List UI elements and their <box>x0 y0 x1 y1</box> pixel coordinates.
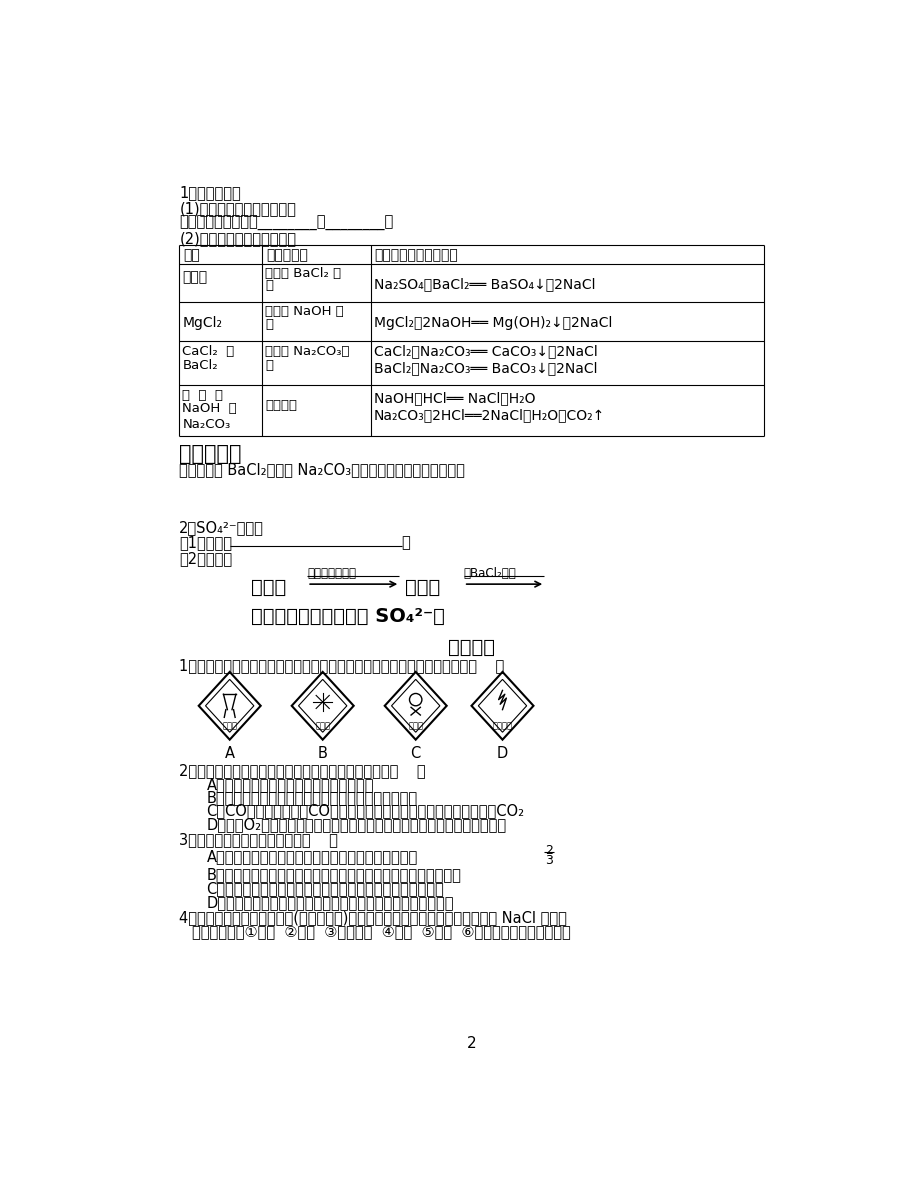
Text: 液: 液 <box>265 318 273 331</box>
Text: C．过滤时，为了加快过滤速率，可用玻璃棒在过滤器内搅拌: C．过滤时，为了加快过滤速率，可用玻璃棒在过滤器内搅拌 <box>206 881 444 897</box>
Text: 沉淀，证明原溶液中有 SO₄²⁻。: 沉淀，证明原溶液中有 SO₄²⁻。 <box>250 607 444 626</box>
Text: 2、SO₄²⁻的检验: 2、SO₄²⁻的检验 <box>179 520 264 535</box>
Text: 爆炸品: 爆炸品 <box>315 722 330 730</box>
Text: 液: 液 <box>265 360 273 373</box>
Text: D．在盛O₂的集气瓶中进行铁丝燃烧实验时，事先在集气瓶底铺上一层沙子: D．在盛O₂的集气瓶中进行铁丝燃烧实验时，事先在集气瓶底铺上一层沙子 <box>206 817 506 831</box>
Text: 剧毒品: 剧毒品 <box>408 722 423 730</box>
Text: MgCl₂: MgCl₂ <box>182 316 222 330</box>
Text: Na₂CO₃＋2HCl══2NaCl＋H₂O＋CO₂↑: Na₂CO₃＋2HCl══2NaCl＋H₂O＋CO₂↑ <box>373 409 605 423</box>
Text: 操作依次为：溶解、________、________。: 操作依次为：溶解、________、________。 <box>179 216 393 231</box>
Text: 2: 2 <box>466 1036 476 1052</box>
Text: （2）步骤：: （2）步骤： <box>179 551 233 566</box>
Text: 实验操作有：①称量  ②过滤  ③蒸发结晶  ④计算  ⑤溶解  ⑥干燥，其先后顺序正确的: 实验操作有：①称量 ②过滤 ③蒸发结晶 ④计算 ⑤溶解 ⑥干燥，其先后顺序正确的 <box>192 924 571 940</box>
Text: 加BaCl₂溶液: 加BaCl₂溶液 <box>463 567 516 580</box>
Text: 自我检测: 自我检测 <box>448 638 494 657</box>
Text: D．过滤时，若一次过滤后发现滤液仍浑浊，需再次过滤至澄清: D．过滤时，若一次过滤后发现滤液仍浑浊，需再次过滤至澄清 <box>206 896 453 910</box>
Text: A．点燃氢气前要检验纯度，以免发生爆炸: A．点燃氢气前要检验纯度，以免发生爆炸 <box>206 778 373 792</box>
Text: CaCl₂  或: CaCl₂ 或 <box>182 344 234 357</box>
Text: 发生反应的化学方程式: 发生反应的化学方程式 <box>374 249 458 262</box>
Text: B．蒸发的过程中，用酒精灯一直加热到全部固体析出，没有水分: B．蒸发的过程中，用酒精灯一直加热到全部固体析出，没有水分 <box>206 867 460 883</box>
Text: 2: 2 <box>544 843 552 856</box>
Text: A．给蒸发皿内所盛液体加热时，液体不超过其容积的: A．给蒸发皿内所盛液体加热时，液体不超过其容积的 <box>206 849 417 863</box>
Text: 思考与交流: 思考与交流 <box>179 444 242 464</box>
Text: 液: 液 <box>265 279 273 292</box>
Text: 滴加稀盐酸酸化: 滴加稀盐酸酸化 <box>307 567 356 580</box>
Text: 杂质: 杂质 <box>183 249 199 262</box>
Text: 过量的 Na₂CO₃溶: 过量的 Na₂CO₃溶 <box>265 344 349 357</box>
Text: 易燃液体: 易燃液体 <box>492 722 512 730</box>
Text: 腐蚀品: 腐蚀品 <box>222 722 237 730</box>
Text: 2．进行化学实验必须注意安全，下列说法不正确的是（    ）: 2．进行化学实验必须注意安全，下列说法不正确的是（ ） <box>179 762 425 778</box>
Text: 多  余  的: 多 余 的 <box>182 388 223 401</box>
Text: 适量盐酸: 适量盐酸 <box>265 399 297 412</box>
Text: 过量的 NaOH 溶: 过量的 NaOH 溶 <box>265 305 344 318</box>
Text: C．CO气体有毒，处理CO尾气的方法一般是将其点燃，转化成无毒的CO₂: C．CO气体有毒，处理CO尾气的方法一般是将其点燃，转化成无毒的CO₂ <box>206 804 524 818</box>
Text: BaCl₂＋Na₂CO₃══ BaCO₃↓＋2NaCl: BaCl₂＋Na₂CO₃══ BaCO₃↓＋2NaCl <box>373 361 596 375</box>
Text: 1．下图是一些常用的危险化学品标志，装运浓硫酸的包装箱应贴的图标是（    ）: 1．下图是一些常用的危险化学品标志，装运浓硫酸的包装箱应贴的图标是（ ） <box>179 659 504 673</box>
Text: 以上试剂中 BaCl₂溶液和 Na₂CO₃溶液的滴加顺序可以颠倒吗？: 以上试剂中 BaCl₂溶液和 Na₂CO₃溶液的滴加顺序可以颠倒吗？ <box>179 462 465 478</box>
Text: BaCl₂: BaCl₂ <box>182 360 218 373</box>
Text: 4．足量的含不溶性固体杂质(其含量不详)的粗盐，经提纯后配制一定质量分数的 NaCl 溶液，: 4．足量的含不溶性固体杂质(其含量不详)的粗盐，经提纯后配制一定质量分数的 Na… <box>179 911 567 925</box>
Text: CaCl₂＋Na₂CO₃══ CaCO₃↓＋2NaCl: CaCl₂＋Na₂CO₃══ CaCO₃↓＋2NaCl <box>373 344 597 358</box>
Text: D: D <box>496 746 507 761</box>
Text: A: A <box>224 746 234 761</box>
Text: 1、粗盐的提纯: 1、粗盐的提纯 <box>179 186 241 200</box>
Text: 。: 。 <box>402 536 410 550</box>
Text: B: B <box>317 746 327 761</box>
Text: 硫酸盐: 硫酸盐 <box>182 270 208 283</box>
Text: Na₂SO₄＋BaCl₂══ BaSO₄↓＋2NaCl: Na₂SO₄＋BaCl₂══ BaSO₄↓＋2NaCl <box>373 278 595 292</box>
Text: MgCl₂＋2NaOH══ Mg(OH)₂↓＋2NaCl: MgCl₂＋2NaOH══ Mg(OH)₂↓＋2NaCl <box>373 316 611 330</box>
Text: 某溶液: 某溶液 <box>250 578 286 597</box>
Text: NaOH  和: NaOH 和 <box>182 403 237 416</box>
Text: (2)粗盐中可溶性杂质的除去: (2)粗盐中可溶性杂质的除去 <box>179 231 296 247</box>
Text: 加入的试剂: 加入的试剂 <box>266 249 308 262</box>
Text: 3: 3 <box>544 854 552 867</box>
Text: (1)粗盐中不溶性杂质的除去: (1)粗盐中不溶性杂质的除去 <box>179 200 296 216</box>
Text: C: C <box>410 746 420 761</box>
Text: （1）试剂：: （1）试剂： <box>179 536 233 550</box>
Text: Na₂CO₃: Na₂CO₃ <box>182 418 231 431</box>
Text: 无沉淀: 无沉淀 <box>404 578 439 597</box>
Text: 过量的 BaCl₂ 溶: 过量的 BaCl₂ 溶 <box>265 267 341 280</box>
Text: 3．下列说法或做法不正确的是（    ）: 3．下列说法或做法不正确的是（ ） <box>179 833 338 847</box>
Text: B．不慎将浓盐酸沾到皮肤上，要立即用浓碱溶液冲洗: B．不慎将浓盐酸沾到皮肤上，要立即用浓碱溶液冲洗 <box>206 791 417 805</box>
Text: NaOH＋HCl══ NaCl＋H₂O: NaOH＋HCl══ NaCl＋H₂O <box>373 392 535 406</box>
